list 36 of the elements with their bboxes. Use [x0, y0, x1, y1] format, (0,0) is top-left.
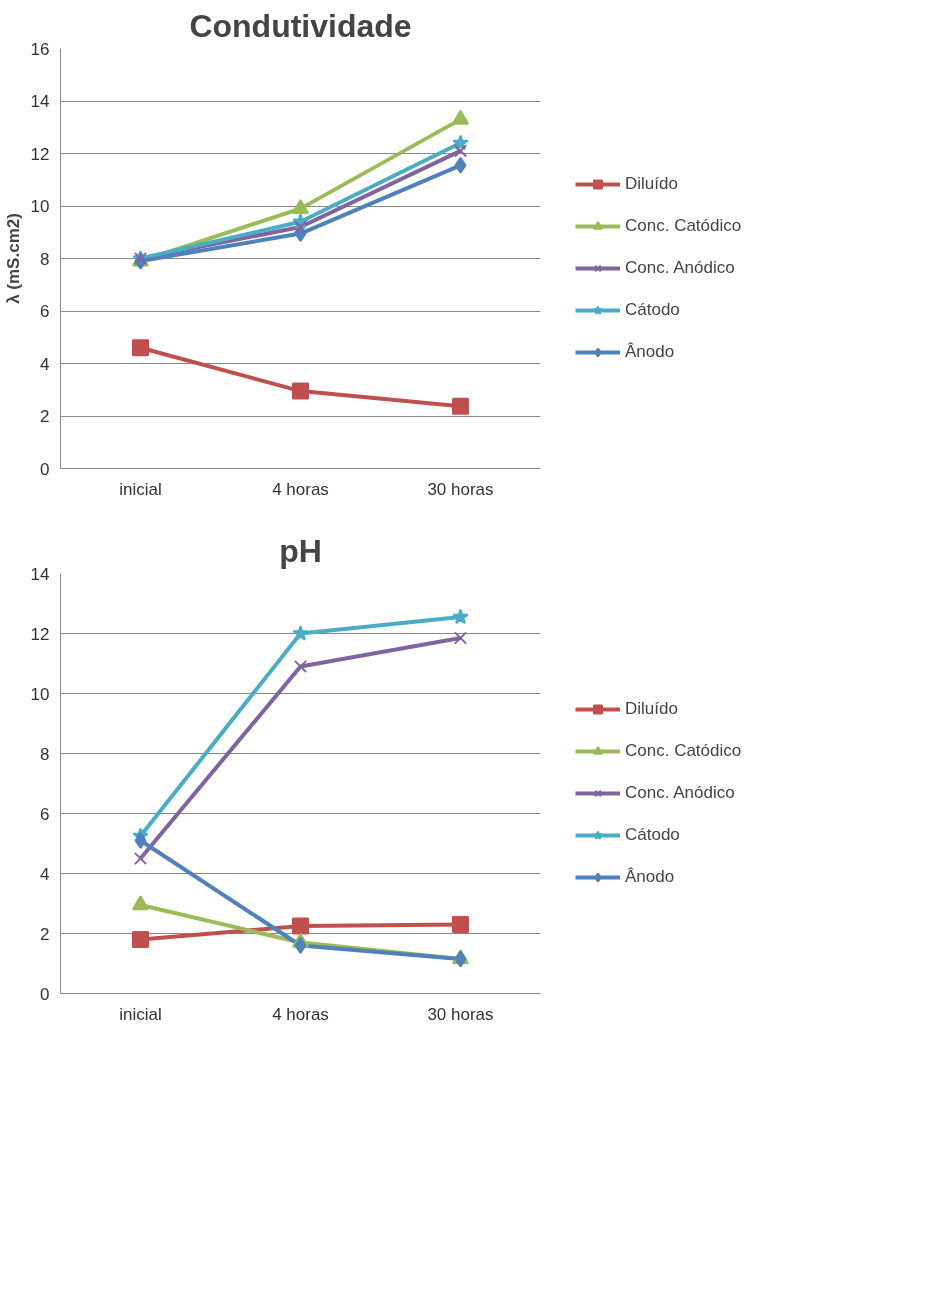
legend-label: Conc. Catódico: [625, 740, 742, 761]
x-tick-label: 4 horas: [272, 479, 329, 499]
chart-title: Condutividade: [189, 7, 412, 44]
legend-label: Diluído: [625, 173, 678, 194]
x-tick-label: inicial: [119, 1004, 162, 1024]
y-tick-label: 6: [40, 302, 50, 321]
legend-label: Diluído: [625, 698, 678, 719]
y-tick-label: 4: [40, 354, 50, 374]
y-tick-label: 14: [30, 92, 50, 111]
y-tick-label: 12: [30, 624, 50, 644]
y-tick-label: 8: [40, 249, 50, 269]
y-tick-label: 2: [40, 924, 50, 944]
y-tick-label: 12: [30, 144, 50, 164]
y-tick-label: 2: [40, 407, 50, 426]
y-tick-label: 8: [40, 744, 50, 764]
chart-title: pH: [279, 532, 322, 569]
y-tick-label: 0: [40, 459, 50, 479]
legend-label: Cátodo: [625, 299, 680, 320]
x-tick-label: 4 horas: [272, 1004, 329, 1024]
legend-label: Ânodo: [625, 866, 675, 887]
y-tick-label: 14: [30, 564, 50, 584]
y-tick-label: 16: [30, 39, 50, 59]
x-tick-label: inicial: [119, 479, 162, 499]
legend-label: Ânodo: [625, 341, 675, 362]
legend-label: Conc. Anódico: [625, 257, 735, 278]
y-tick-label: 0: [40, 984, 50, 1004]
y-tick-label: 4: [40, 864, 50, 884]
x-tick-label: 30 horas: [427, 479, 494, 499]
y-tick-label: 10: [30, 197, 50, 216]
y-axis-title: λ (mS.cm2): [3, 213, 23, 304]
y-tick-label: 10: [30, 684, 50, 704]
x-tick-label: 30 horas: [427, 1004, 494, 1024]
legend-label: Cátodo: [625, 824, 680, 845]
y-tick-label: 6: [40, 804, 50, 824]
legend-label: Conc. Catódico: [625, 215, 742, 236]
legend-label: Conc. Anódico: [625, 782, 735, 803]
